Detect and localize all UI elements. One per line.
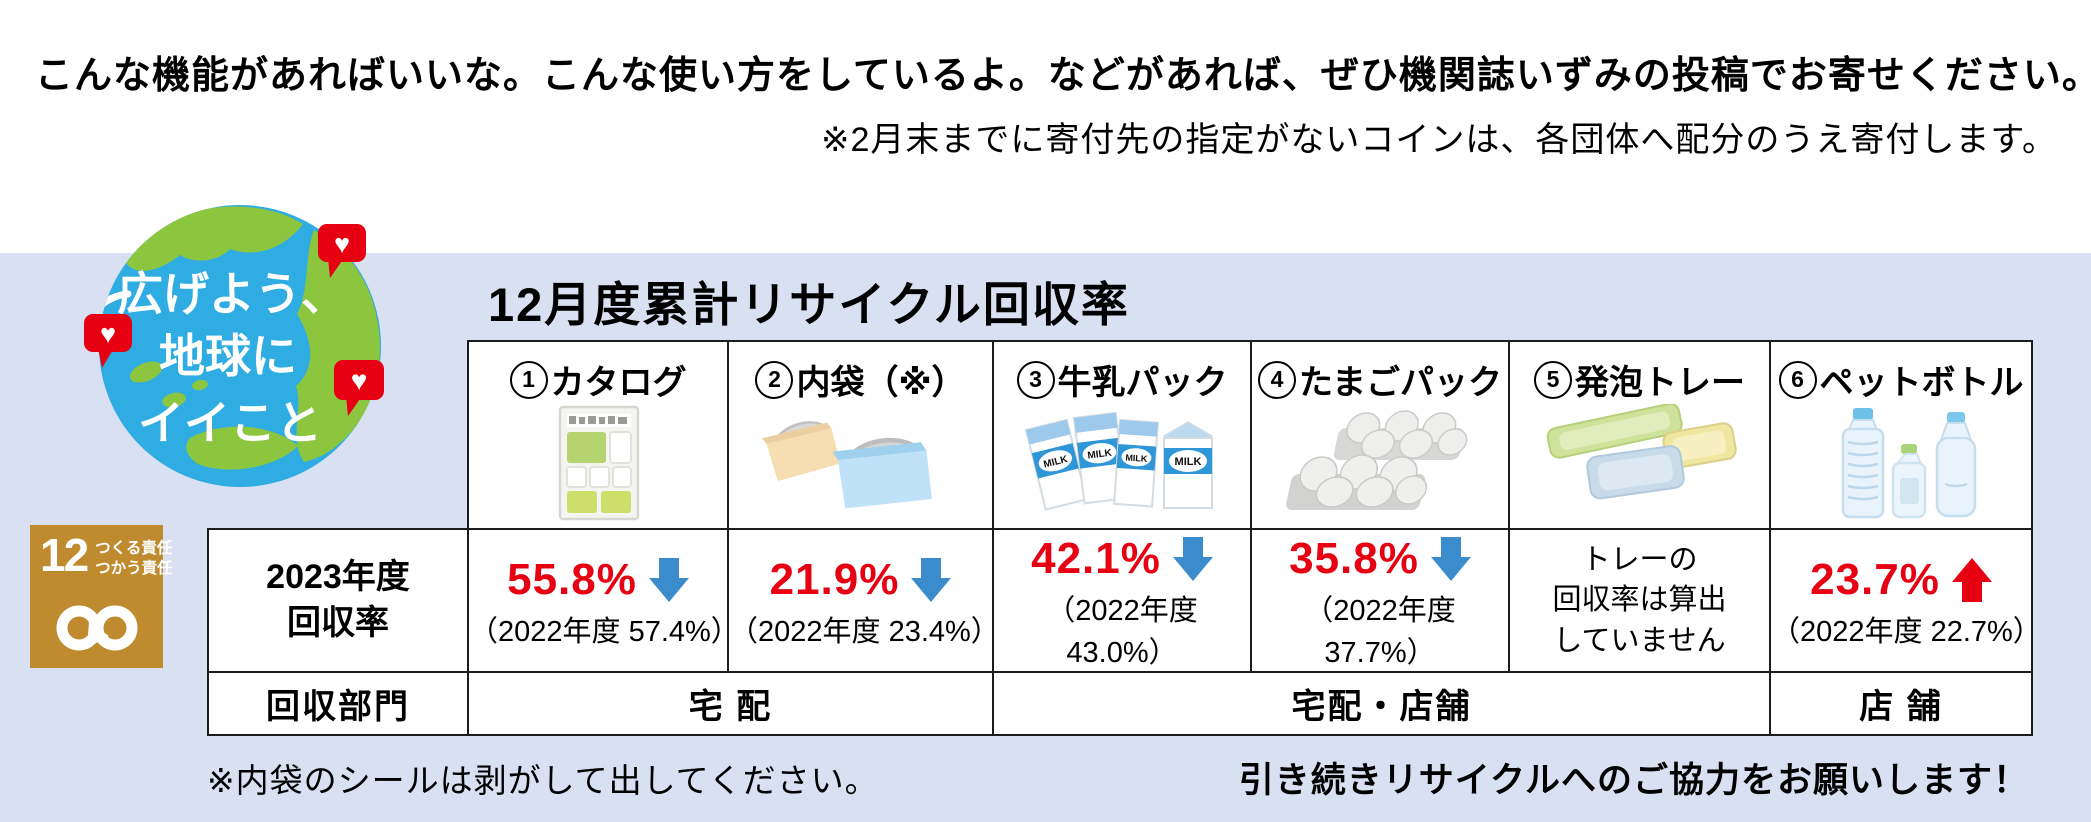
rate-value: 23.7% [1810,555,1940,604]
notice-line-1: こんな機能があればいいな。こんな使い方をしているよ。などがあれば、ぜひ機関誌いず… [35,55,2091,97]
heart-bubble-icon: ♥ [84,314,132,368]
column-header-pet-bottle: 6 ペットボトル [1769,340,2033,530]
circled-number: 1 [509,360,548,399]
column-label: たまごパック [1299,364,1502,402]
earth-slogan-badge: 広げよう、 地球に イイこと ♥ ♥ ♥ [78,196,393,494]
tray-note-line3: していません [1553,624,1726,657]
rate-row-label-cell: 2023年度 回収率 [207,528,469,673]
svg-text:♥: ♥ [100,319,116,349]
rate-label-line2: 回収率 [287,603,389,642]
rate-cell-pet-bottle: 23.7% （2022年度 22.7%） [1769,528,2042,673]
sdg12-title-line1: つくる責任 [95,540,173,557]
table-title: 12月度累計リサイクル回収率 [488,278,1130,331]
recycle-rate-table: 1 カタログ [207,340,2042,736]
rate-value: 55.8% [507,555,637,604]
heart-bubble-icon: ♥ [318,224,366,278]
column-label: ペットボトル [1819,364,2024,402]
sdg12-number: 12 [40,529,89,581]
rate-cell-inner-bag: 21.9% （2022年度 23.4%） [727,528,1000,673]
rate-value: 42.1% [1031,534,1161,583]
column-label: 発泡トレー [1575,364,1745,402]
circled-number: 3 [1016,360,1055,399]
circled-number: 6 [1778,360,1817,399]
catalog-icon [558,405,640,520]
rate-value: 21.9% [769,555,900,604]
arrow-down-icon [911,558,952,602]
rate-cell-egg-carton: 35.8% （2022年度 37.7%） [1250,528,1510,673]
rate-label-line1: 2023年度 [266,557,410,596]
dept-row-label-cell: 回収部門 [207,671,469,736]
sdg12-badge: 12 つくる責任 つかう責任 [30,525,173,668]
footer-note-left: ※内袋のシールは剥がして出してください。 [207,762,879,799]
circled-number: 4 [1258,360,1296,399]
rate-cell-catalog: 55.8% （2022年度 57.4%） [467,528,740,673]
svg-text:MILK: MILK [1175,456,1202,468]
previous-rate: （2022年度 37.7%） [1304,595,1456,669]
earth-icon: 広げよう、 地球に イイこと ♥ ♥ ♥ [84,205,384,487]
pet-bottle-icon [1841,407,1977,518]
heart-bubble-icon: ♥ [334,360,384,416]
slogan-line-2: 地球に [159,330,297,382]
arrow-down-icon [1172,537,1213,581]
sdg12-title-line2: つかう責任 [95,559,173,577]
svg-text:♥: ♥ [334,229,350,259]
column-header-milk-carton: 3 牛乳パック MILK MILK [992,340,1252,530]
dept-cell-takuhai-tenpo: 宅配・店舗 [992,671,1771,736]
tray-note-line2: 回収率は算出 [1552,584,1727,617]
empty-corner-cell [208,341,468,529]
circled-number: 5 [1534,360,1572,399]
dept-cell-tenpo: 店 舗 [1769,671,2033,736]
previous-rate: （2022年度 57.4%） [469,616,740,648]
column-header-inner-bag: 2 内袋（※） [727,340,994,530]
arrow-down-icon [1430,537,1471,581]
previous-rate: （2022年度 43.0%） [1046,595,1198,669]
slogan-line-3: イイこと [138,397,322,449]
milk-carton-icon: MILK MILK MILK [1024,411,1213,511]
foam-tray-icon [1546,403,1737,499]
tray-note-line1: トレーの [1581,544,1698,577]
column-header-egg-carton: 4 たまごパック [1250,340,1510,530]
rate-cell-milk-carton: 42.1% （2022年度 43.0%） [992,528,1252,673]
footer-note-right: 引き続きリサイクルへのご協力をお願いします！ [1238,761,2029,800]
svg-text:♥: ♥ [351,365,368,396]
column-label: カタログ [550,364,687,402]
svg-text:MILK: MILK [1125,452,1148,464]
dept-cell-takuhai: 宅 配 [467,671,994,736]
notice-line-2: ※2月末までに寄付先の指定がないコインは、各団体へ配分のうえ寄付します。 [821,121,2057,159]
previous-rate: （2022年度 23.4%） [729,616,1000,648]
previous-rate: （2022年度 22.7%） [1771,616,2042,648]
rate-cell-foam-tray: トレーの 回収率は算出 していません [1508,528,1771,673]
column-header-foam-tray: 5 発泡トレー [1508,340,1771,530]
egg-carton-icon [1286,409,1468,510]
inner-bag-icon [761,420,932,508]
svg-text:MILK: MILK [1087,447,1113,461]
slogan-line-1: 広げよう、 [117,268,347,320]
infinity-arrow-icon [56,605,137,651]
arrow-up-icon [1951,558,1992,602]
rate-value: 35.8% [1289,534,1419,583]
circled-number: 2 [755,360,794,399]
arrow-down-icon [648,558,689,602]
column-label: 内袋（※） [796,364,966,402]
column-label: 牛乳パック [1057,364,1228,402]
column-header-catalog: 1 カタログ [467,340,729,530]
